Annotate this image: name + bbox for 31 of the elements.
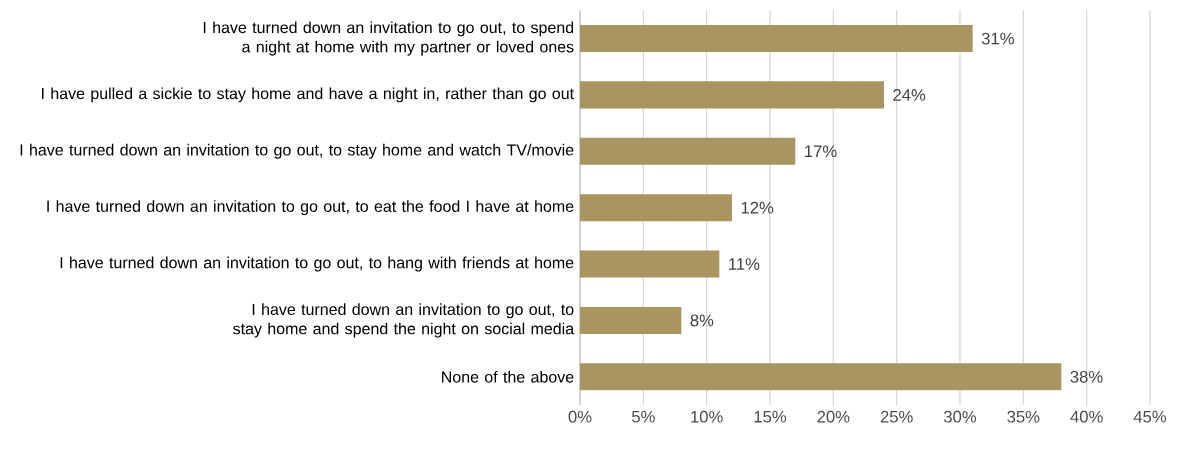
y-tick-label: I have turned down an invitation to go out, to hang with friends at home (60, 256, 574, 272)
x-tick-label: 30% (943, 410, 977, 423)
x-tick-label: 25% (880, 410, 913, 423)
y-tick-label: I have turned down an invitation to go out, to spend a night at home with my partner or loved ones (203, 21, 574, 56)
bar (580, 250, 720, 278)
data-label: 8% (690, 314, 714, 327)
data-label: 24% (893, 89, 926, 101)
y-tick-label: I have pulled a sickie to stay home and have a night in, rather than go out (42, 87, 574, 103)
x-tick-label: 35% (1007, 410, 1040, 423)
x-tick-label: 10% (691, 410, 723, 423)
x-tick-label: 20% (817, 410, 850, 423)
x-tick-label: 5% (631, 410, 655, 423)
data-label: 17% (805, 145, 837, 158)
x-tick-label: 0% (568, 410, 592, 423)
bar (580, 194, 732, 222)
y-tick-label: None of the above (442, 370, 574, 383)
x-tick-label: 15% (754, 410, 787, 423)
data-label: 31% (981, 32, 1014, 45)
x-tick-label: 45% (1133, 410, 1167, 423)
data-label: 38% (1070, 370, 1103, 383)
bar (580, 24, 973, 53)
bar (580, 306, 682, 334)
bar (580, 137, 796, 165)
y-tick-label: I have turned down an invitation to go out, to stay home and spend the night on social media (233, 303, 575, 338)
y-tick-label: I have turned down an invitation to go out, to stay home and watch TV/movie (20, 143, 574, 159)
data-label: 12% (741, 201, 774, 214)
data-label: 11% (729, 258, 760, 270)
bar (580, 363, 1062, 391)
y-tick-label: I have turned down an invitation to go out, to eat the food I have at home (47, 200, 574, 216)
x-tick-label: 40% (1070, 410, 1103, 423)
bar (580, 81, 884, 109)
